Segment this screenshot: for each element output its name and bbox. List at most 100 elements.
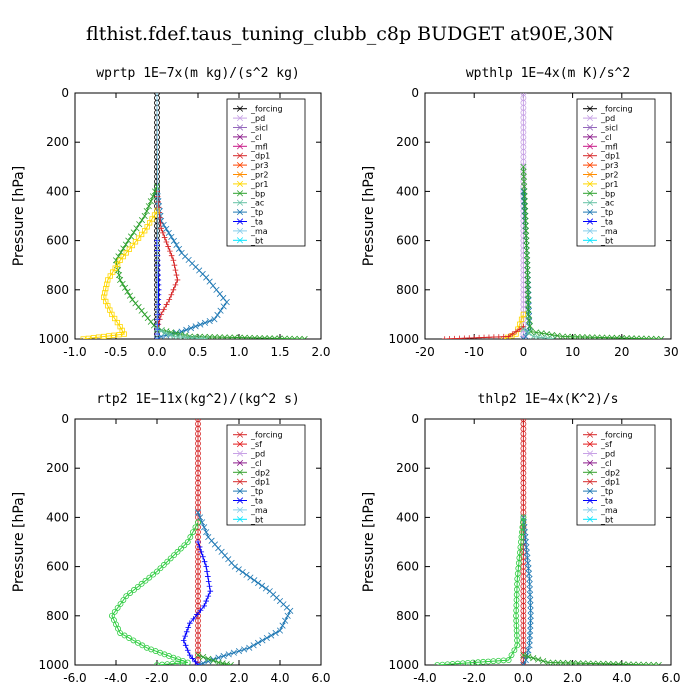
legend-entry: _sf [250, 440, 262, 449]
series-marker [150, 571, 157, 578]
legend-marker [236, 105, 244, 112]
series-marker [200, 553, 206, 560]
series-marker [520, 519, 527, 526]
legend-marker [236, 218, 244, 225]
series-marker [192, 658, 199, 665]
series-marker [635, 661, 642, 665]
y-tick-label: 1000 [38, 658, 69, 672]
series-marker [235, 647, 243, 655]
series-marker [168, 252, 175, 259]
series-marker [491, 334, 497, 339]
series-marker [258, 582, 266, 589]
panel-title: rtp2 1E−11x(kg^2)/(kg^2 s) [96, 392, 300, 407]
series-marker [520, 323, 527, 330]
series-group [441, 93, 665, 339]
series-marker [158, 225, 164, 232]
series-marker [525, 565, 532, 572]
series-marker [282, 617, 289, 624]
series-marker [205, 573, 211, 580]
series-marker [171, 552, 178, 559]
legend-entry: _pr1 [600, 180, 618, 189]
series-marker [525, 570, 533, 577]
legend-marker [586, 105, 594, 112]
legend-entry: _pr1 [250, 180, 268, 189]
series-marker [111, 332, 117, 338]
series-marker [182, 633, 188, 639]
series-marker [174, 548, 181, 555]
y-tick-label: 600 [396, 234, 419, 248]
legend-entry: _sf [600, 440, 612, 449]
series-marker [521, 198, 528, 205]
x-tick-label: 0 [520, 345, 528, 359]
series-marker [579, 333, 586, 339]
series-marker [520, 163, 527, 170]
series-marker [584, 334, 591, 339]
series-marker [231, 334, 238, 339]
series-marker [181, 542, 188, 549]
series-marker [123, 593, 130, 600]
series-marker [120, 597, 127, 603]
series-marker [203, 598, 209, 604]
series-marker [539, 334, 547, 339]
series-marker [263, 634, 270, 642]
legend-marker [236, 124, 244, 131]
chart-panel-1: wprtp 1E−7x(m kg)/(s^2 kg) Pressure [hPa]… [11, 66, 331, 359]
legend-marker [586, 180, 594, 187]
x-tick-label: 4.0 [612, 671, 631, 685]
legend-marker [236, 516, 244, 523]
series-marker [162, 329, 169, 336]
series-marker [521, 193, 528, 200]
series-marker [192, 524, 199, 531]
series-marker [201, 603, 207, 609]
series-marker [595, 660, 602, 665]
series-marker [640, 661, 647, 665]
y-tick-label: 400 [396, 184, 419, 198]
x-tick-label: 2.0 [311, 345, 330, 359]
x-tick-label: 0.5 [188, 345, 207, 359]
legend-marker [236, 237, 244, 244]
series-marker [511, 647, 518, 654]
legend-marker [586, 209, 594, 216]
series-marker [195, 519, 201, 526]
series-marker [205, 593, 212, 599]
series-marker [530, 333, 537, 339]
legend-marker [586, 143, 594, 150]
legend-entry: _pd [250, 114, 265, 123]
legend-entry: _cl [600, 133, 612, 142]
series-marker [526, 575, 533, 582]
series-marker [132, 239, 139, 245]
series-marker [268, 632, 275, 639]
series-marker [521, 203, 528, 210]
series-marker [203, 529, 210, 536]
series-marker [500, 333, 507, 339]
series-marker [276, 335, 283, 339]
chart-panel-3: rtp2 1E−11x(kg^2)/(kg^2 s) Pressure [hPa]… [11, 392, 331, 685]
series-marker [203, 335, 210, 339]
series-marker [155, 291, 162, 298]
series-marker [570, 660, 577, 665]
series-marker [266, 335, 273, 339]
series-marker [247, 574, 254, 581]
series-marker [116, 332, 122, 338]
y-tick-label: 800 [46, 283, 69, 297]
series-marker [241, 334, 248, 339]
series-marker [524, 286, 531, 293]
legend-entry: _ta [600, 497, 613, 506]
series-marker [527, 617, 534, 624]
y-tick-label: 200 [46, 135, 69, 149]
series-marker [200, 653, 207, 661]
series-marker [525, 653, 532, 660]
series-marker [527, 596, 534, 604]
x-tick-label: 1.5 [270, 345, 289, 359]
series-marker [522, 207, 529, 215]
series-marker [211, 333, 218, 339]
series-marker [526, 322, 534, 329]
legend-entry: _bp [250, 189, 265, 198]
series-marker [167, 555, 174, 562]
series-marker [272, 629, 279, 637]
legend-marker [236, 152, 244, 159]
legend-entry: _dp1 [600, 478, 620, 487]
series-marker [565, 659, 572, 665]
x-tick-label: 2.0 [229, 671, 248, 685]
legend-entry: _ac [250, 199, 264, 208]
